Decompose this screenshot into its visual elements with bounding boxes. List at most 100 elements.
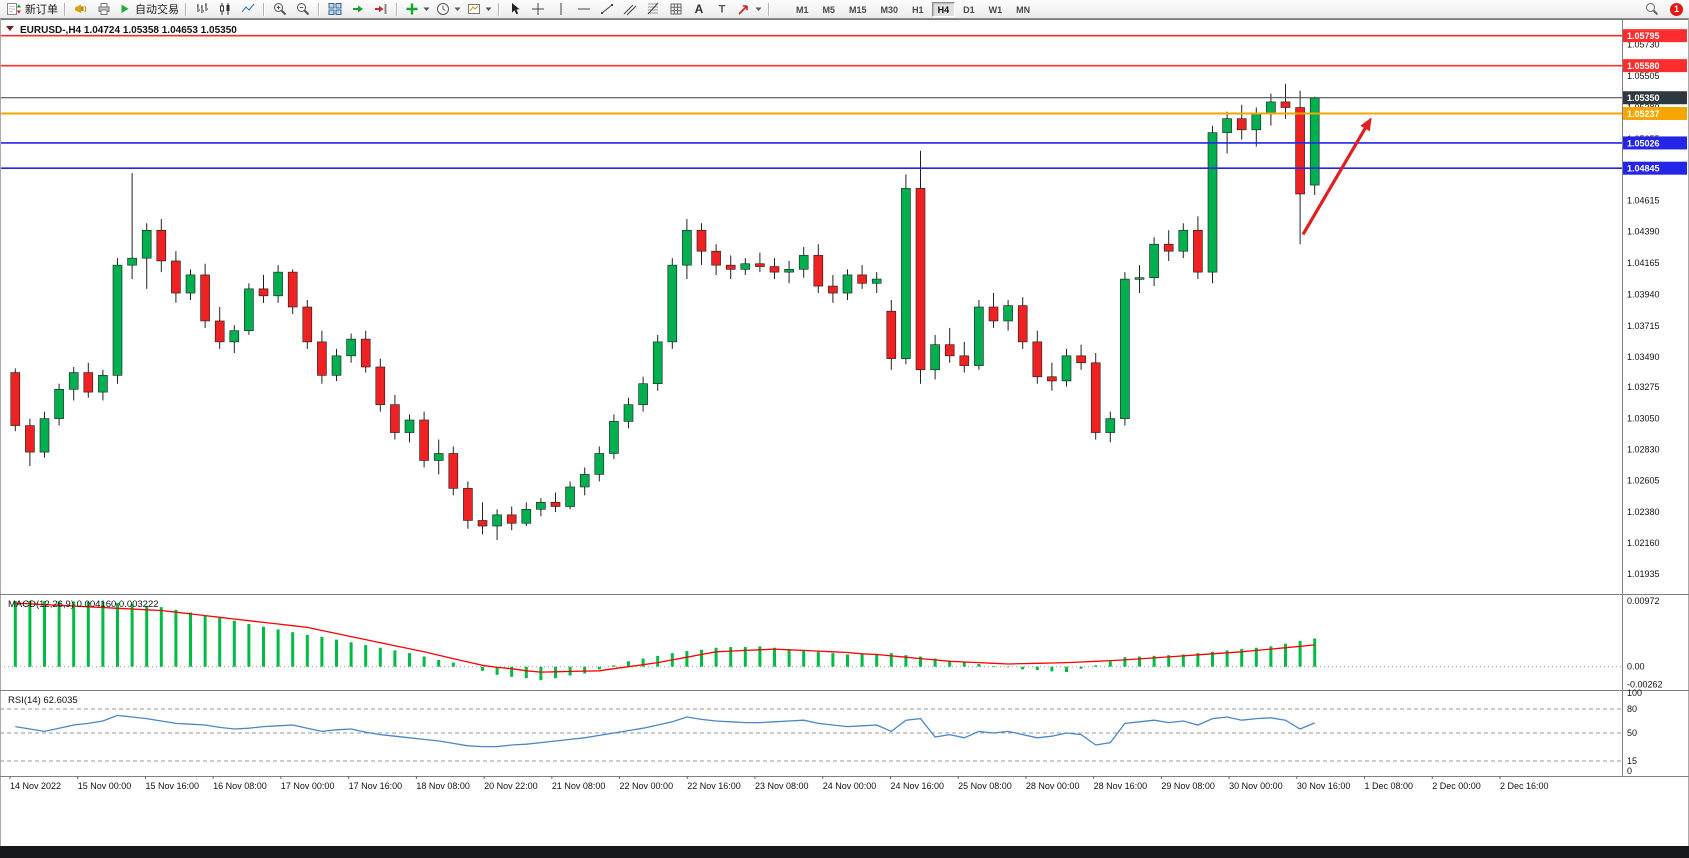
candle-up <box>1149 243 1159 279</box>
rsi-axis-label: 15 <box>1627 756 1637 766</box>
candle-up <box>1178 229 1189 252</box>
channel-button[interactable] <box>619 1 641 17</box>
arrow-line[interactable] <box>1301 123 1369 236</box>
vertical-line-button[interactable] <box>550 1 572 17</box>
line-chart-icon <box>241 3 255 13</box>
candle-down <box>755 263 765 267</box>
chart-shift-button[interactable] <box>370 1 392 17</box>
candle-up <box>798 255 809 270</box>
alerts-button[interactable] <box>70 1 92 17</box>
time-axis[interactable]: 14 Nov 2022 15 Nov 00:00 15 Nov 16:00 16 No… <box>9 776 1549 791</box>
line-chart-button[interactable] <box>237 1 259 17</box>
search-button[interactable] <box>1641 1 1663 17</box>
indicators-button[interactable] <box>402 1 432 17</box>
timeframe-button-h4[interactable]: H4 <box>931 1 956 17</box>
new-order-button[interactable]: 新订单 <box>4 1 60 17</box>
price-axis-label: 1.02830 <box>1627 444 1660 454</box>
candle-up <box>185 274 196 294</box>
arrow-annotation[interactable] <box>1301 117 1372 236</box>
periods-button[interactable] <box>433 1 463 17</box>
candle-down <box>1193 229 1203 273</box>
chart-collapse-icon[interactable] <box>6 26 14 31</box>
timeframe-button-m15[interactable]: M15 <box>849 4 867 15</box>
templates-button[interactable] <box>464 1 494 17</box>
candle-up <box>273 271 283 297</box>
timeframe-toolbar: M1 M5 M15 M30 H1 H4 D1 W1 MN <box>790 1 1036 17</box>
candle-up <box>229 330 240 343</box>
candle-down <box>550 502 561 507</box>
price-badge-label: 1.05580 <box>1627 61 1660 71</box>
zoom-in-button[interactable] <box>269 1 291 17</box>
auto-scroll-button[interactable] <box>347 1 369 17</box>
tile-windows-icon <box>328 3 342 15</box>
timeframe-button-h1[interactable]: H1 <box>912 4 924 15</box>
candle-down <box>156 229 167 262</box>
candle-down <box>1236 118 1247 131</box>
auto-trading-button[interactable]: 自动交易 <box>116 1 181 17</box>
notification-badge[interactable]: 1 <box>1670 2 1683 16</box>
toolbar-separator <box>64 2 66 16</box>
text-label-button[interactable]: T <box>711 1 733 17</box>
time-axis-label: 2 Dec 16:00 <box>1500 781 1549 791</box>
equidistant-channel-icon <box>623 4 637 16</box>
shapes-grid-icon <box>670 3 682 15</box>
text-label-icon: T <box>719 4 726 16</box>
horizontal-line-icon <box>578 8 590 10</box>
candle-up <box>842 274 853 294</box>
candle-down <box>1163 243 1174 252</box>
toolbar-separator <box>396 2 398 16</box>
chart-shift-icon <box>375 4 387 14</box>
candle-up <box>244 288 254 332</box>
timeframe-button-m1[interactable]: M1 <box>796 4 809 15</box>
print-button[interactable] <box>93 1 115 17</box>
cursor-button[interactable] <box>504 1 526 17</box>
text-button[interactable]: A <box>688 1 710 17</box>
trendline-icon <box>601 4 613 14</box>
candle-up <box>579 474 590 488</box>
crosshair-button[interactable] <box>527 1 549 17</box>
timeframe-button-mn[interactable]: MN <box>1016 4 1031 15</box>
hlines-layer[interactable] <box>1 34 1622 169</box>
zoom-out-button[interactable] <box>292 1 314 17</box>
candle-down <box>1032 341 1043 378</box>
candle-up <box>54 389 64 419</box>
candle-down <box>375 366 386 405</box>
time-axis-label: 22 Nov 00:00 <box>620 781 674 791</box>
price-axis[interactable]: 1.057301.055051.052801.050551.048301.046… <box>1627 40 1660 579</box>
toolbar-right-cluster: 1 <box>1641 1 1685 17</box>
price-axis-label: 1.03050 <box>1627 414 1660 424</box>
tile-windows-button[interactable] <box>324 1 346 17</box>
candle-up <box>141 229 152 259</box>
fibonacci-button[interactable] <box>642 1 664 17</box>
time-axis-label: 15 Nov 00:00 <box>78 781 132 791</box>
candle-down <box>857 274 867 284</box>
timeframe-button-d1[interactable]: D1 <box>963 4 975 15</box>
timeframe-button-m30[interactable]: M30 <box>880 4 899 15</box>
rsi-axis-label: 0 <box>1627 766 1632 776</box>
candle-down <box>171 260 181 294</box>
candle-down <box>10 372 21 426</box>
trendline-button[interactable] <box>596 1 618 17</box>
arrows-button[interactable] <box>734 1 764 17</box>
candle-down <box>360 338 371 368</box>
shapes-button[interactable] <box>665 1 687 17</box>
rsi-pane: 100 80 50 150 <box>0 688 1642 776</box>
timeframe-button-w1[interactable]: W1 <box>988 4 1003 15</box>
time-axis-label: 24 Nov 00:00 <box>823 781 877 791</box>
price-badge-label: 1.04845 <box>1627 164 1660 174</box>
price-axis-label: 1.05505 <box>1627 71 1660 81</box>
bar-chart-button[interactable] <box>191 1 213 17</box>
candle-down <box>419 419 429 461</box>
candle-down <box>477 520 488 527</box>
timeframe-button-m5[interactable]: M5 <box>822 4 836 15</box>
main-toolbar: 新订单 自动交易 A T M1 M5 M15 M30 H1 H4 D1 W1 MN 1 <box>0 0 1689 19</box>
template-icon <box>468 4 480 14</box>
candle-down <box>988 306 999 322</box>
indicators-plus-icon <box>406 3 418 15</box>
candlestick-chart-button[interactable] <box>214 1 236 17</box>
candle-up <box>98 375 108 393</box>
candle-up <box>1134 277 1145 280</box>
chevron-down-icon <box>454 7 461 11</box>
horizontal-line-button[interactable] <box>573 1 595 17</box>
chart-canvas[interactable]: 1.057301.055051.052801.050551.048301.046… <box>0 19 1689 846</box>
